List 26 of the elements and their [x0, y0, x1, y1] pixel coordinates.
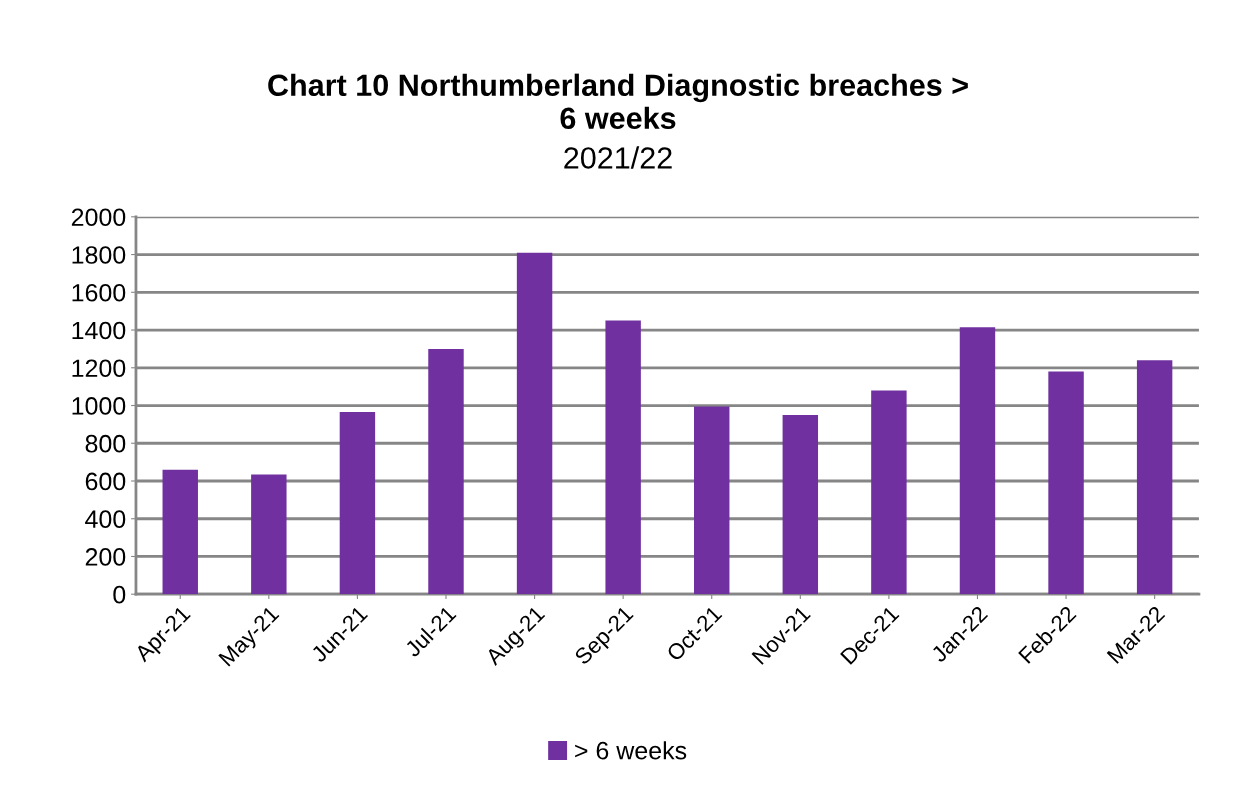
bar [1136, 360, 1173, 595]
chart-title: Chart 10 Northumberland Diagnostic breaches > 6 weeks [268, 73, 968, 130]
bar [605, 320, 641, 595]
bar [782, 414, 819, 595]
y-tick-label: 200 [85, 548, 126, 566]
y-tick-label: 1600 [72, 283, 126, 302]
bar [694, 406, 730, 595]
y-tick-label: 400 [85, 510, 126, 529]
chart-subtitle: 2021/22 [564, 146, 672, 169]
bar [251, 474, 287, 595]
bar [339, 412, 376, 595]
y-tick-label: 1200 [72, 359, 126, 378]
bar [516, 252, 553, 595]
bar [1048, 371, 1084, 595]
y-tick-label: 0 [113, 585, 126, 604]
y-tick-label: 600 [85, 472, 126, 491]
y-tick-label: 1800 [72, 246, 126, 264]
bar [871, 390, 907, 595]
bar [428, 348, 464, 595]
bar [162, 469, 198, 595]
y-tick-label: 800 [85, 434, 126, 453]
y-tick-label: 1400 [72, 321, 126, 340]
y-tick-label: 2000 [71, 208, 126, 227]
bar [959, 327, 996, 595]
y-tick-label: 1000 [72, 397, 126, 415]
legend-label: > 6 weeks [575, 741, 687, 760]
